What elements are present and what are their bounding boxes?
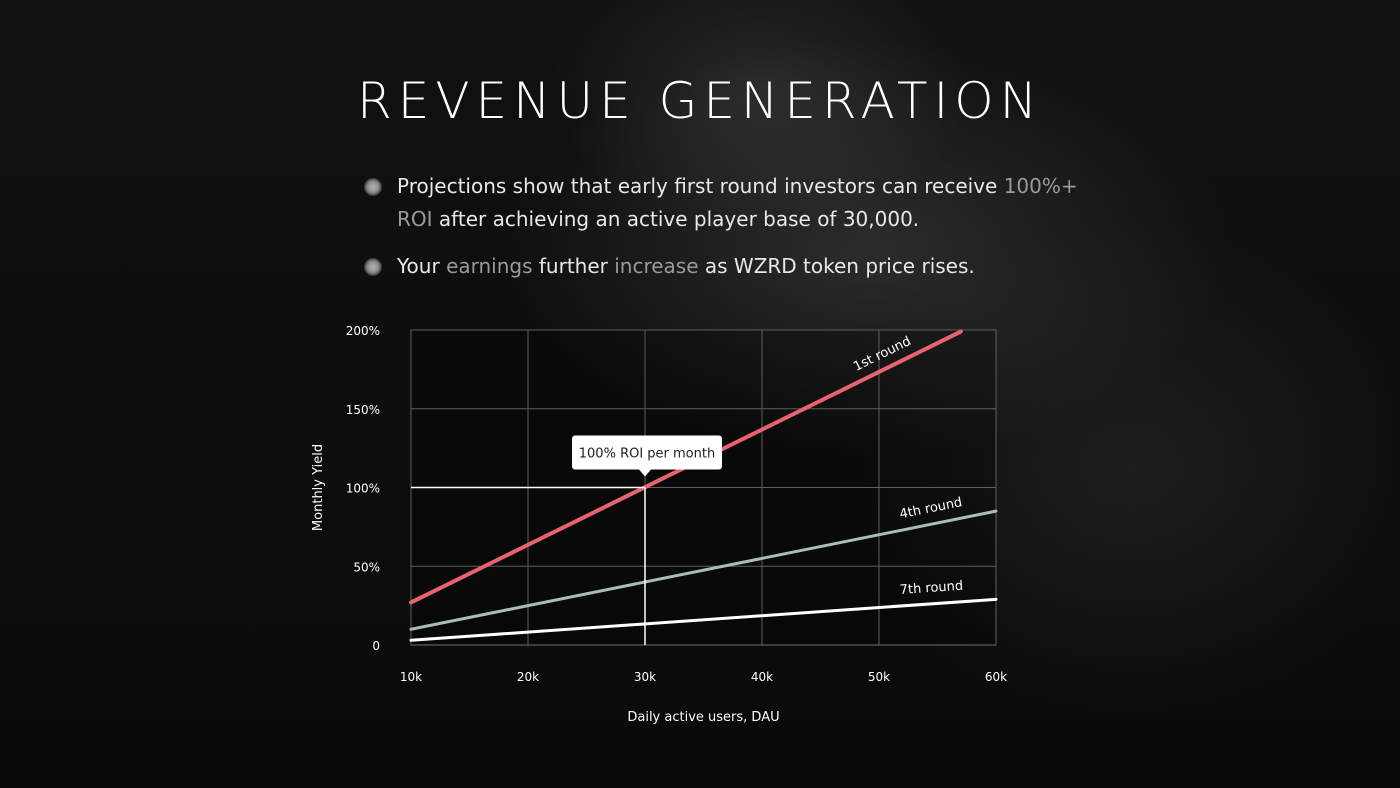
series-line [409,509,998,631]
y-tick-label: 150% [346,403,380,417]
bullet-text-part: further [538,254,608,278]
bullet-text-part: as WZRD token price rises. [704,254,975,278]
bullet-item: Projections show that early first round … [364,170,1084,236]
bullet-text: Your earnings further increase as WZRD t… [397,250,975,283]
bullet-text: Projections show that early first round … [397,170,1084,236]
x-tick-label: 40k [751,670,773,684]
y-tick-label: 50% [353,560,380,574]
bullet-dot-icon [364,258,382,276]
y-tick-label: 0 [372,639,380,653]
y-tick-label: 100% [346,482,380,496]
bullet-highlight: 100%+ ROI [397,174,1078,231]
x-axis-label: Daily active users, DAU [627,710,779,725]
bullet-list: Projections show that early first round … [364,170,1084,297]
annotation-callout-text: 100% ROI per month [579,447,715,462]
x-tick-label: 50k [868,670,890,684]
page-title: REVENUE GENERATION [356,72,1044,130]
x-tick-label: 60k [985,670,1007,684]
y-tick-label: 200% [346,324,380,338]
x-tick-label: 10k [400,670,422,684]
bullet-text-part: Projections show that early first round … [397,174,998,198]
annotation-callout-box [572,435,722,470]
bullet-dot-icon [364,178,382,196]
bullet-text-part: after achieving an active player base of… [438,207,920,231]
chart-annotations: 100% ROI per month [411,435,722,645]
x-tick-label: 30k [634,670,656,684]
x-tick-label: 20k [517,670,539,684]
bullet-highlight: increase [614,254,699,278]
annotation-callout-pointer [639,469,651,477]
series-line [409,597,998,642]
bullet-highlight: earnings [446,254,533,278]
bullet-text-part: Your [397,254,440,278]
bullet-item: Your earnings further increase as WZRD t… [364,250,1084,283]
y-axis-label: Monthly Yield [311,444,326,531]
series-label: 7th round [899,579,963,598]
